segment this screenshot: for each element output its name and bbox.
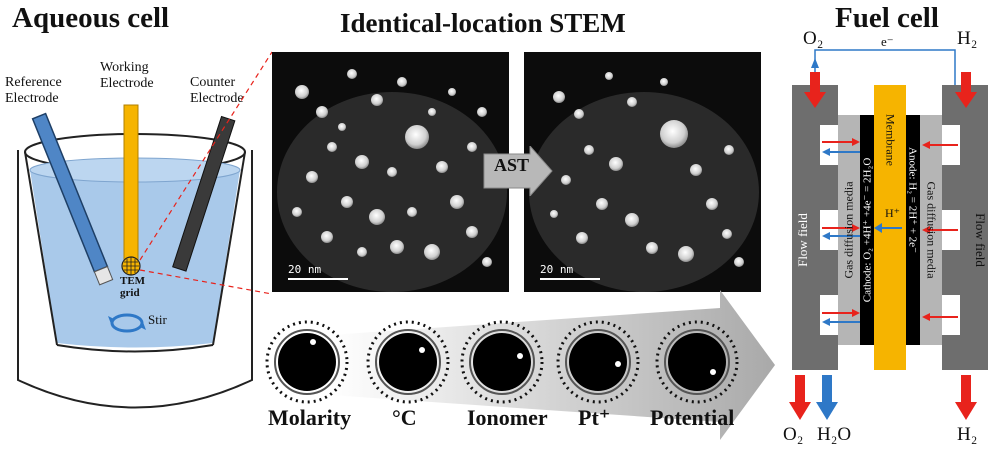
factor-ionomer: Ionomer [467, 405, 548, 431]
particles-before [272, 52, 509, 292]
particle-ionomer [462, 322, 542, 402]
ast-label: AST [494, 155, 529, 176]
electron-circuit [815, 50, 955, 85]
scale-bar-before [288, 278, 348, 280]
particle-temperature [368, 322, 448, 402]
membrane-label: Membrane [883, 114, 898, 166]
factor-particles [262, 318, 762, 408]
electron-label: e⁻ [881, 34, 894, 50]
gdm-left-label: Gas diffusion media [842, 181, 857, 278]
fuel-cell-diagram [780, 30, 1000, 460]
cathode-reaction-label: Cathode: O₂ +4H⁺ +4e⁻ = 2H₂O [861, 158, 874, 303]
particles-after [524, 52, 761, 292]
scale-label-after: 20 nm [540, 263, 573, 276]
hplus-label: H⁺ [885, 206, 900, 221]
h2-top-label: H₂ [957, 28, 977, 50]
h2o-outlet-arrow [816, 375, 838, 420]
stem-image-after: 20 nm [524, 52, 761, 292]
gdm-right-label: Gas diffusion media [924, 181, 939, 278]
particle-pt [558, 322, 638, 402]
o2-top-label: O₂ [803, 28, 823, 50]
particle-molarity [267, 322, 347, 402]
scale-label-before: 20 nm [288, 263, 321, 276]
stem-title: Identical-location STEM [340, 8, 626, 39]
factor-molarity: Molarity [268, 405, 351, 431]
h2-outlet-arrow [955, 375, 977, 420]
scale-bar-after [540, 278, 600, 280]
factor-potential: Potential [650, 405, 734, 431]
stem-image-before: 20 nm [272, 52, 509, 292]
h2-bottom-label: H₂ [957, 424, 977, 446]
anode-reaction-label: Anode: H₂ = 2H⁺ + 2e⁻ [907, 147, 920, 253]
particle-potential [657, 322, 737, 402]
factor-pt: Pt⁺ [578, 405, 610, 431]
flow-field-left-label: Flow field [795, 213, 811, 267]
flow-field-right-label: Flow field [972, 213, 988, 267]
h2o-bottom-label: H₂O [817, 424, 851, 446]
factor-temperature: °C [392, 405, 417, 431]
o2-outlet-arrow [789, 375, 811, 420]
o2-bottom-label: O₂ [783, 424, 803, 446]
